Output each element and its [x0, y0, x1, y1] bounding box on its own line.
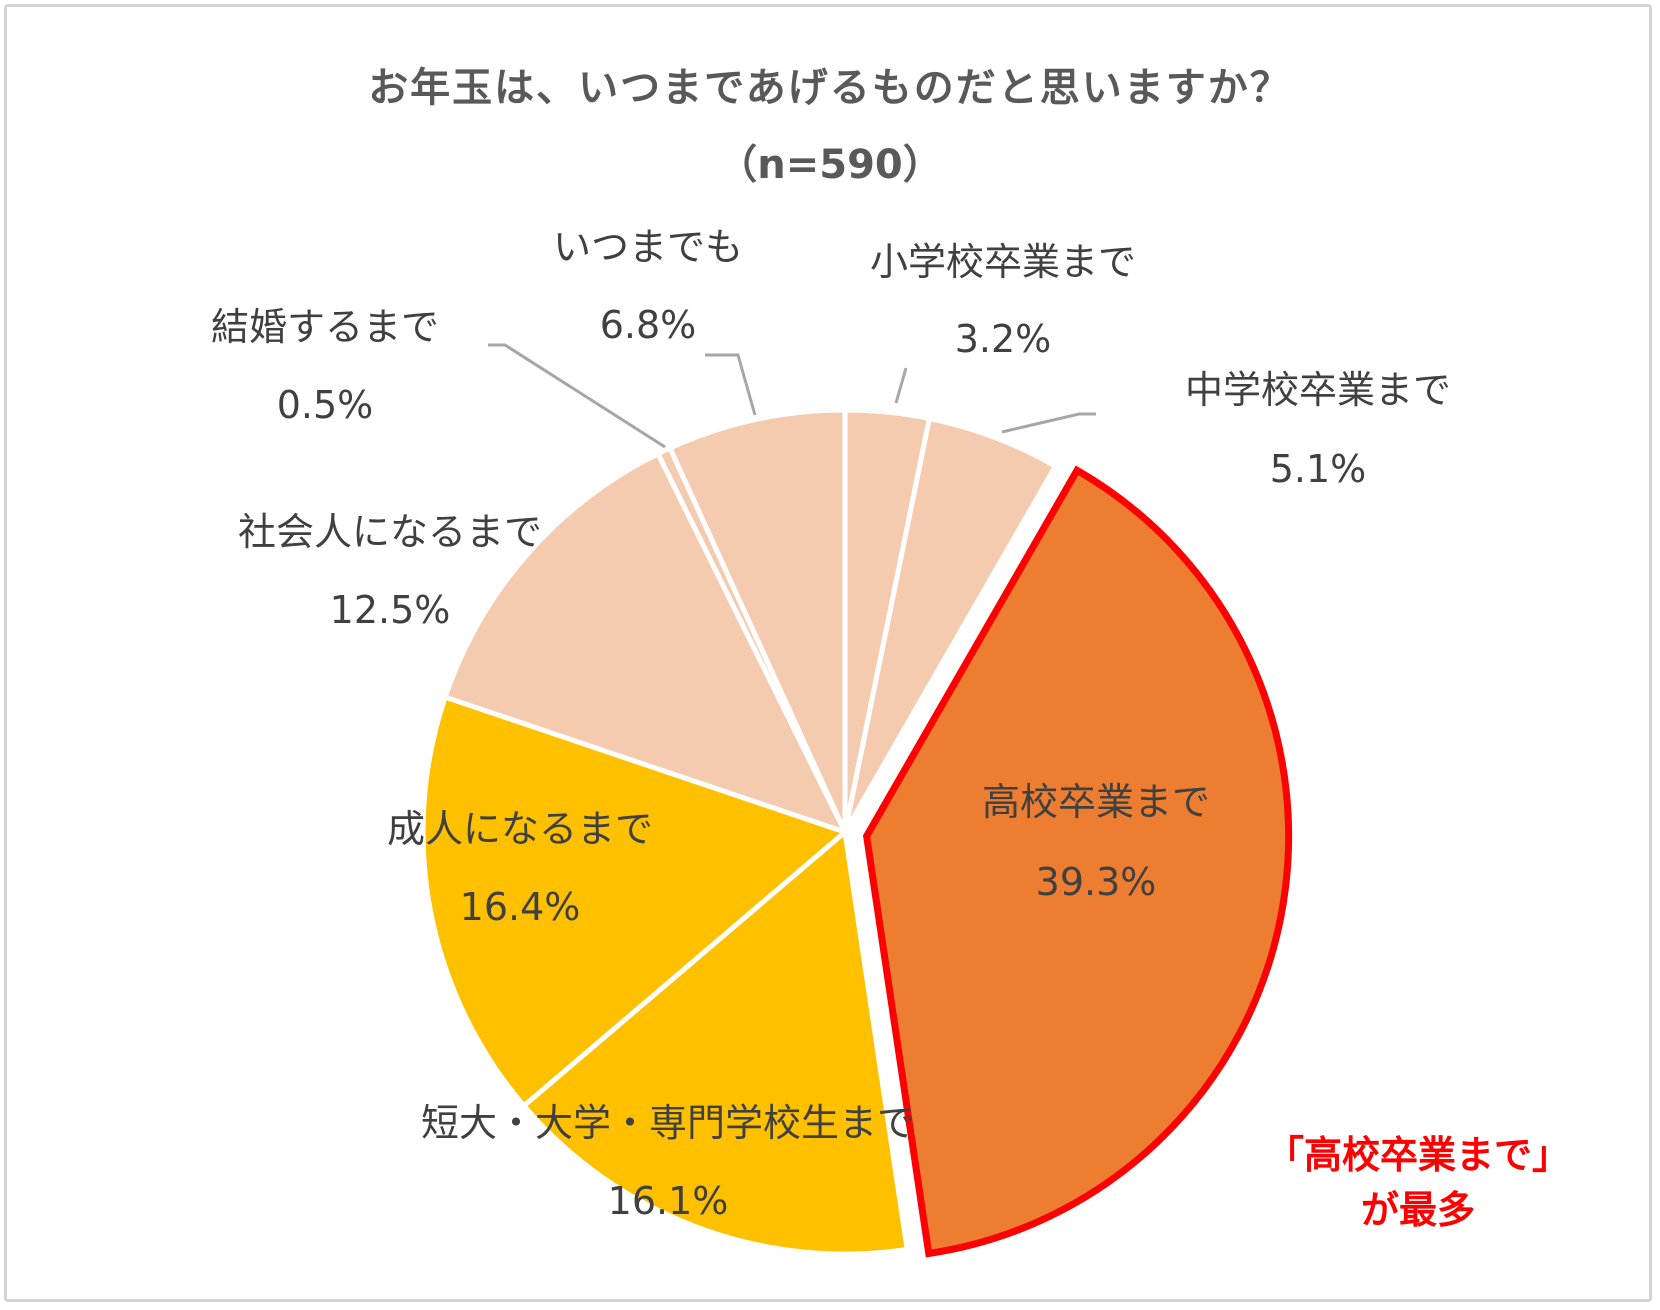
slice-value-label: 0.5%: [277, 383, 374, 427]
leader-line: [488, 343, 666, 449]
slice-社会人になるまで: [441, 450, 850, 837]
slice-いつまでも: [666, 407, 848, 834]
chart-title: お年玉は、いつまであげるものだと思いますか？: [368, 65, 1292, 111]
slice-value-label: 12.5%: [330, 588, 451, 632]
slice-高校卒業まで: [862, 465, 1293, 1258]
slice-label: 短大・大学・専門学校生まで: [421, 1101, 915, 1145]
leader-lines: [488, 343, 1096, 449]
slice-value-label: 5.1%: [1270, 447, 1367, 491]
leader-line: [705, 353, 757, 416]
slice-label: 社会人になるまで: [238, 510, 542, 554]
slice-中学校卒業まで: [842, 415, 1059, 834]
annotation-line-2: が最多: [1361, 1188, 1475, 1232]
annotation-line-1: 「高校卒業まで」: [1266, 1133, 1570, 1177]
chart-subtitle: （n=590）: [717, 142, 943, 188]
slice-value-label: 39.3%: [1036, 860, 1157, 904]
leader-line: [1001, 412, 1096, 434]
slice-label: いつまでも: [553, 225, 743, 269]
slice-短大・大学・専門学校生まで: [520, 827, 910, 1257]
pie-slices: [420, 407, 1293, 1258]
slice-value-label: 16.1%: [608, 1179, 729, 1223]
slice-labels: 小学校卒業まで 3.2% 中学校卒業まで 5.1% 高校卒業まで 39.3% 短大・大学・専…: [211, 225, 1451, 1223]
slice-value-label: 6.8%: [600, 303, 697, 347]
slice-value-label: 3.2%: [955, 317, 1052, 361]
slice-label: 小学校卒業まで: [870, 240, 1136, 284]
chart-frame: [4, 4, 1652, 1302]
slice-成人になるまで: [420, 693, 850, 1110]
slice-label: 中学校卒業まで: [1185, 368, 1451, 412]
slice-value-label: 16.4%: [460, 885, 581, 929]
slice-label: 結婚するまで: [211, 305, 439, 349]
slice-label: 成人になるまで: [387, 807, 653, 851]
slice-label: 高校卒業まで: [982, 780, 1210, 824]
leader-line: [894, 367, 908, 404]
